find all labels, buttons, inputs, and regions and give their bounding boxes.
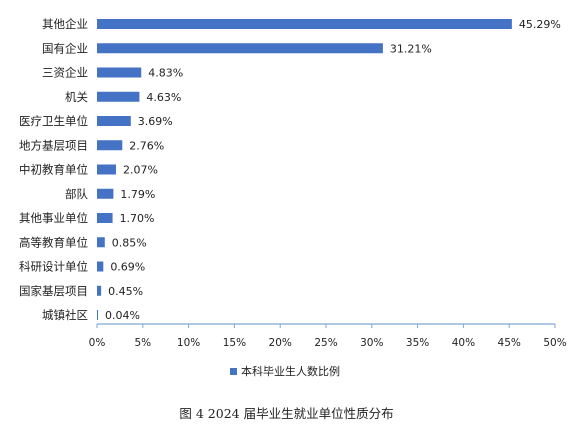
bar [97, 237, 105, 248]
data-label: 2.07% [123, 164, 158, 177]
bar-chart: 其他企业国有企业三资企业机关医疗卫生单位地方基层项目中初教育单位部队其他事业单位… [19, 17, 567, 378]
data-label: 2.76% [129, 139, 164, 152]
bar [97, 140, 123, 151]
x-tick-label: 20% [269, 337, 292, 349]
category-label: 国家基层项目 [19, 284, 88, 298]
x-tick-label: 0% [89, 337, 106, 349]
figure-caption: 图 4 2024 届毕业生就业单位性质分布 [179, 406, 394, 421]
x-tick-label: 15% [223, 337, 246, 349]
category-label: 部队 [65, 187, 88, 201]
bar [97, 67, 142, 78]
bar [97, 188, 114, 199]
category-label: 医疗卫生单位 [19, 114, 88, 128]
data-label: 0.85% [112, 236, 147, 249]
legend-entry: 本科毕业生人数比例 [241, 364, 340, 378]
x-axis: 0% 5% 10% 15% 20% 25% 30% 35% 40% 45% 50% [89, 323, 567, 349]
data-label: 4.63% [146, 91, 181, 104]
bar [97, 310, 98, 320]
x-tick-label: 5% [134, 337, 151, 349]
category-label: 城镇社区 [42, 308, 88, 322]
category-labels: 其他企业国有企业三资企业机关医疗卫生单位地方基层项目中初教育单位部队其他事业单位… [19, 17, 88, 322]
legend-swatch [230, 368, 237, 375]
x-tick-label: 30% [360, 337, 383, 349]
data-label: 1.79% [120, 188, 155, 201]
bar [97, 261, 104, 272]
data-label: 0.69% [110, 261, 145, 274]
category-label: 中初教育单位 [19, 163, 88, 177]
category-label: 其他企业 [42, 17, 88, 31]
bar [97, 213, 113, 223]
category-label: 高等教育单位 [19, 235, 88, 249]
bar [97, 285, 102, 296]
category-label: 科研设计单位 [19, 260, 88, 274]
category-label: 机关 [65, 90, 88, 104]
data-label: 0.04% [105, 309, 140, 322]
x-tick-label: 40% [452, 337, 475, 349]
category-label: 地方基层项目 [19, 138, 88, 152]
bar [97, 91, 140, 102]
data-label: 31.21% [390, 42, 432, 55]
category-label: 三资企业 [42, 66, 88, 80]
bar [97, 43, 383, 54]
x-tick-label: 50% [543, 337, 566, 349]
x-tick-label: 25% [314, 337, 337, 349]
data-label: 45.29% [519, 18, 561, 31]
bar [97, 19, 512, 29]
x-tick-label: 45% [498, 337, 521, 349]
data-label: 3.69% [138, 115, 173, 128]
data-label: 0.45% [108, 285, 143, 298]
bars-group [97, 19, 512, 320]
category-label: 国有企业 [42, 41, 88, 55]
bar [97, 164, 116, 175]
x-tick-label: 10% [177, 337, 200, 349]
data-label: 1.70% [120, 212, 155, 225]
x-tick-label: 35% [406, 337, 429, 349]
data-label: 4.83% [148, 67, 183, 80]
bar [97, 116, 131, 126]
legend: 本科毕业生人数比例 [230, 364, 340, 378]
category-label: 其他事业单位 [19, 211, 88, 225]
value-labels: 45.29% 31.21% 4.83% 4.63% 3.69% 2.76% 2.07% 1.7… [105, 18, 561, 322]
